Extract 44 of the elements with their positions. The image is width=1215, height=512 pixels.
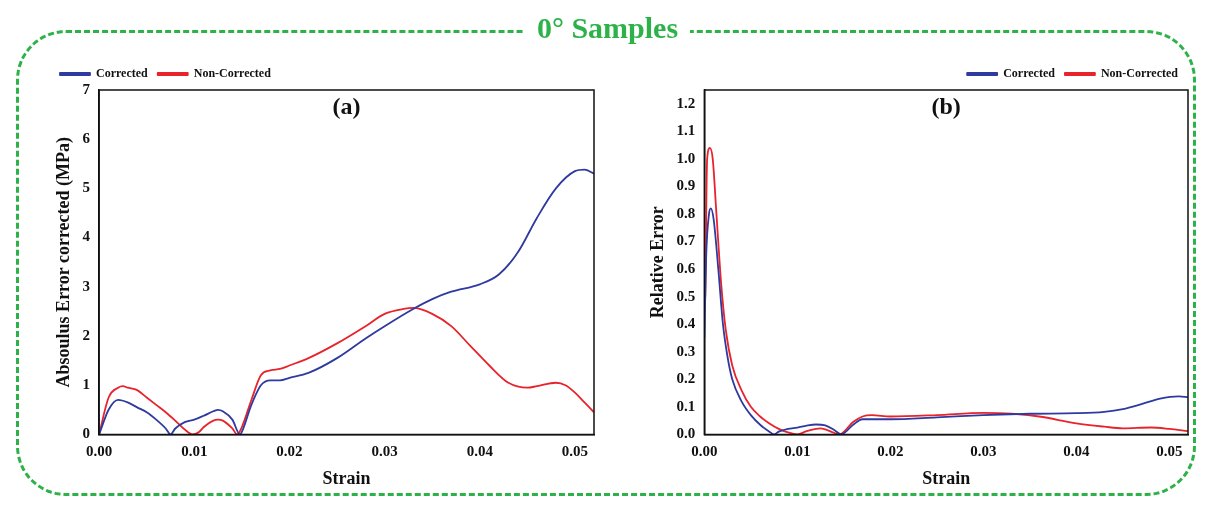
x-tick-label: 0.00 bbox=[85, 443, 113, 460]
y-tick-label: 1 bbox=[82, 376, 91, 393]
y-tick-label: 5 bbox=[82, 179, 91, 196]
x-tick-label: 0.05 bbox=[1156, 443, 1183, 460]
annotation: (b) bbox=[931, 93, 961, 120]
y-tick-label: 0.4 bbox=[676, 315, 696, 332]
y-tick-label: 0.3 bbox=[676, 342, 696, 359]
x-axis-title: Strain bbox=[322, 467, 371, 488]
x-tick-label: 0.05 bbox=[561, 443, 589, 460]
legend-label: Non-Corrected bbox=[1100, 66, 1179, 81]
y-tick-label: 0.8 bbox=[676, 204, 696, 221]
y-tick-label: 0.1 bbox=[676, 397, 696, 414]
y-tick-label: 4 bbox=[82, 228, 91, 245]
y-tick-label: 1.0 bbox=[676, 149, 696, 166]
x-tick-label: 0.03 bbox=[371, 443, 398, 460]
x-tick-label: 0.02 bbox=[877, 443, 904, 460]
y-tick-label: 2 bbox=[82, 326, 91, 343]
x-axis-title: Strain bbox=[922, 467, 971, 488]
y-tick-label: 1.1 bbox=[676, 122, 696, 139]
x-tick-label: 0.03 bbox=[970, 443, 997, 460]
y-tick-label: 3 bbox=[82, 277, 91, 294]
y-tick-label: 1.2 bbox=[676, 94, 696, 111]
legend-label: Non-Corrected bbox=[193, 66, 272, 81]
x-tick-label: 0.02 bbox=[276, 443, 303, 460]
x-tick-label: 0.04 bbox=[466, 443, 494, 460]
y-tick-label: 0.0 bbox=[676, 425, 696, 442]
y-tick-label: 0.6 bbox=[676, 259, 696, 276]
y-tick-label: 0.9 bbox=[676, 177, 696, 194]
y-tick-label: 0.7 bbox=[676, 232, 696, 249]
x-tick-label: 0.01 bbox=[181, 443, 208, 460]
legend-label: Corrected bbox=[1003, 66, 1056, 81]
y-axis-title: Relative Error bbox=[647, 206, 668, 319]
x-tick-label: 0.01 bbox=[784, 443, 811, 460]
annotation: (a) bbox=[332, 93, 361, 120]
y-axis-title: Absoulus Error corrected (MPa) bbox=[53, 136, 75, 388]
y-tick-label: 7 bbox=[82, 80, 91, 97]
y-tick-label: 6 bbox=[82, 130, 91, 147]
y-tick-label: 0 bbox=[82, 425, 91, 442]
y-tick-label: 0.5 bbox=[676, 287, 696, 304]
y-tick-label: 0.2 bbox=[676, 370, 696, 387]
legend-label: Corrected bbox=[96, 66, 149, 81]
chart-title: 0° Samples bbox=[524, 11, 691, 44]
x-tick-label: 0.00 bbox=[691, 443, 718, 460]
x-tick-label: 0.04 bbox=[1063, 443, 1091, 460]
